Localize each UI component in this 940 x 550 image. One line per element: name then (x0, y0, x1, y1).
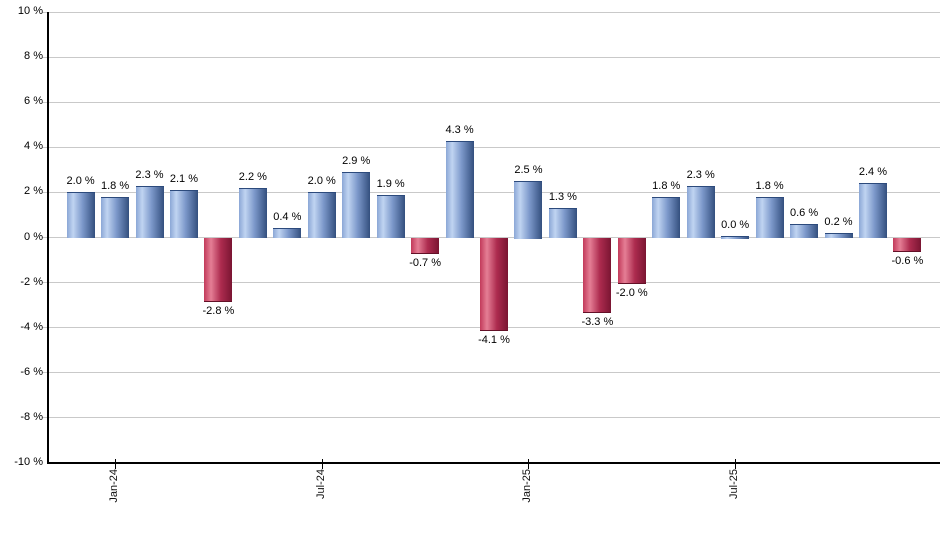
bar-value-label: 1.8 % (755, 179, 784, 192)
bar[interactable] (652, 196, 681, 239)
bar-value-label: 1.3 % (548, 191, 577, 204)
y-axis-tick-label: -6 % (20, 365, 43, 378)
bar[interactable] (514, 181, 543, 239)
bar[interactable] (755, 196, 784, 239)
bar[interactable] (686, 185, 715, 239)
bar[interactable] (583, 237, 612, 313)
y-axis-tick-label: 4 % (24, 140, 43, 153)
y-axis-tick-label: 6 % (24, 95, 43, 108)
bar-value-label: 1.8 % (100, 179, 130, 192)
bar[interactable] (307, 192, 336, 239)
bar[interactable] (548, 208, 577, 239)
bar-value-label: 2.2 % (238, 170, 267, 183)
bar[interactable] (273, 228, 302, 239)
y-axis-tick-label: -2 % (20, 275, 43, 288)
x-axis-tick (735, 459, 737, 469)
gridline (42, 56, 940, 58)
bar-value-label: 0.2 % (824, 215, 853, 228)
bar-value-label: 0.4 % (273, 211, 302, 224)
bar[interactable] (135, 185, 164, 239)
bar-value-label: 2.9 % (342, 155, 371, 168)
bar[interactable] (66, 192, 95, 239)
gridline (42, 372, 940, 374)
bar-value-label: 2.1 % (169, 173, 198, 186)
y-axis-tick-label: -4 % (20, 320, 43, 333)
x-axis-tick (528, 459, 530, 469)
bar[interactable] (893, 237, 922, 253)
y-axis-tick-label: -10 % (14, 456, 43, 468)
y-axis-tick-label: 2 % (24, 185, 43, 198)
bar[interactable] (169, 190, 198, 239)
bar[interactable] (721, 235, 750, 239)
bar[interactable] (342, 172, 371, 239)
x-axis-tick-label: Jan-24 (108, 469, 121, 503)
x-axis-tick-label: Jan-25 (521, 469, 534, 503)
bar[interactable] (238, 187, 267, 239)
bar[interactable] (824, 232, 853, 239)
gridline (42, 101, 940, 103)
bar[interactable] (411, 237, 440, 255)
x-axis-tick-label: Jul-24 (314, 469, 327, 499)
bar-value-label: 2.0 % (307, 175, 336, 188)
bar[interactable] (858, 183, 887, 239)
bar-value-label: 2.3 % (135, 168, 164, 181)
bar-value-label: 1.8 % (652, 179, 681, 192)
gridline (42, 11, 940, 13)
bar[interactable] (445, 140, 474, 239)
bar-value-label: 2.4 % (858, 166, 887, 179)
bar-value-label: 2.0 % (66, 175, 95, 188)
bar[interactable] (204, 237, 233, 302)
bar-value-label: 0.6 % (789, 206, 819, 219)
bar-value-label: 2.5 % (514, 164, 543, 177)
bar[interactable] (376, 194, 405, 239)
bar-value-label: 0.0 % (721, 218, 750, 231)
y-axis-line (47, 12, 49, 464)
bar[interactable] (790, 223, 819, 239)
y-axis-tick-label: 8 % (24, 50, 43, 63)
bar[interactable] (480, 237, 508, 331)
bar-value-label: 2.3 % (686, 168, 715, 181)
bar-value-label: -0.6 % (891, 255, 924, 268)
y-axis-tick-label: 10 % (17, 5, 43, 17)
bar[interactable] (101, 196, 130, 239)
y-axis-tick-label: -8 % (20, 410, 43, 423)
gridline (42, 191, 940, 193)
bar-value-label: -2.0 % (615, 286, 648, 299)
bar-value-label: 4.3 % (445, 123, 474, 136)
bar-value-label: -0.7 % (409, 257, 441, 270)
y-axis-tick-label: 0 % (24, 230, 43, 243)
x-axis-tick-label: Jul-25 (728, 469, 741, 499)
bar-value-label: -2.8 % (202, 304, 235, 317)
x-axis-tick (321, 459, 323, 469)
bar-value-label: -4.1 % (478, 333, 510, 346)
bar[interactable] (617, 237, 646, 284)
x-axis-line (47, 462, 940, 464)
bar-value-label: 1.9 % (376, 177, 405, 190)
bar-value-label: -3.3 % (581, 315, 614, 328)
x-axis-tick (115, 459, 117, 469)
gridline (42, 146, 940, 148)
gridline (42, 417, 940, 419)
